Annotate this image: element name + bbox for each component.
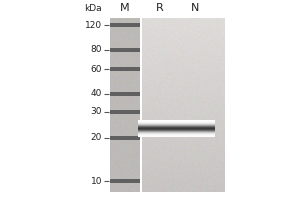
Text: N: N: [191, 3, 199, 13]
Text: kDa: kDa: [84, 4, 102, 13]
Text: M: M: [120, 3, 130, 13]
Text: 60: 60: [91, 64, 102, 73]
Text: 40: 40: [91, 90, 102, 98]
Text: 10: 10: [91, 176, 102, 186]
Text: 80: 80: [91, 46, 102, 54]
Text: 30: 30: [91, 108, 102, 116]
Text: R: R: [156, 3, 164, 13]
Text: 120: 120: [85, 21, 102, 29]
Text: 20: 20: [91, 134, 102, 142]
